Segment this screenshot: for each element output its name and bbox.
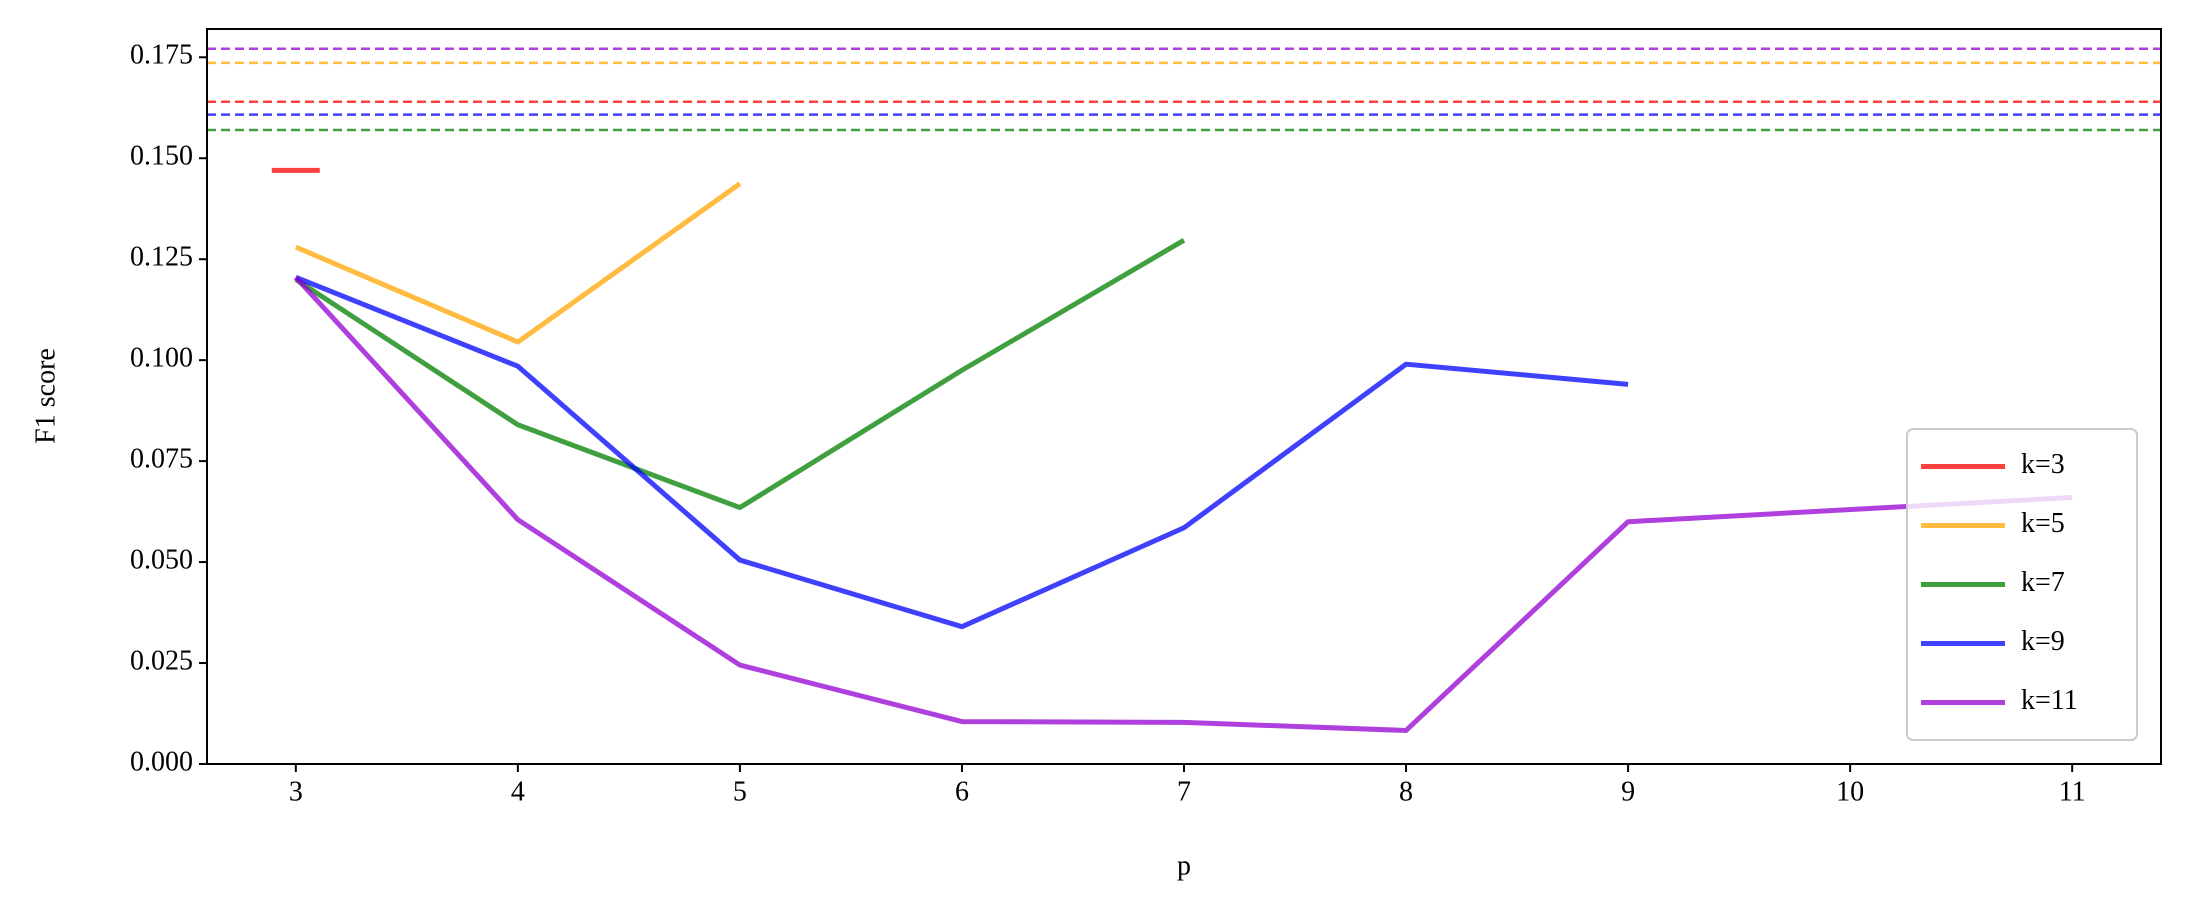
line [293, 275, 2073, 733]
x-axis-label: p [1177, 850, 1191, 881]
line [294, 275, 1629, 630]
legend-label: k=9 [2021, 626, 2065, 657]
plot-frame [206, 28, 2162, 765]
x-tick-label: 10 [1836, 776, 1864, 807]
legend-label: k=3 [2021, 449, 2065, 480]
x-tick-label: 7 [1177, 776, 1191, 807]
y-tick-label: 0.000 [130, 746, 193, 777]
y-tick-label: 0.050 [130, 544, 193, 575]
y-tick-label: 0.025 [130, 645, 193, 676]
line [294, 238, 1186, 511]
y-tick-label: 0.125 [130, 242, 193, 273]
x-tick-label: 3 [289, 776, 303, 807]
legend-label: k=11 [2021, 685, 2078, 716]
x-tick-label: 4 [511, 776, 525, 807]
y-tick-label: 0.175 [130, 40, 193, 71]
x-tick-label: 6 [955, 776, 969, 807]
x-tick-label: 11 [2059, 776, 2086, 807]
legend-box [1906, 428, 2138, 741]
y-axis-label: F1 score [30, 348, 61, 444]
x-tick-label: 8 [1399, 776, 1413, 807]
y-tick-label: 0.100 [130, 343, 193, 374]
x-tick-label: 5 [733, 776, 747, 807]
legend-label: k=7 [2021, 567, 2065, 598]
line [294, 181, 742, 345]
y-tick-label: 0.075 [130, 444, 193, 475]
x-tick-label: 9 [1621, 776, 1635, 807]
legend-label: k=5 [2021, 508, 2065, 539]
y-tick-label: 0.150 [130, 141, 193, 172]
